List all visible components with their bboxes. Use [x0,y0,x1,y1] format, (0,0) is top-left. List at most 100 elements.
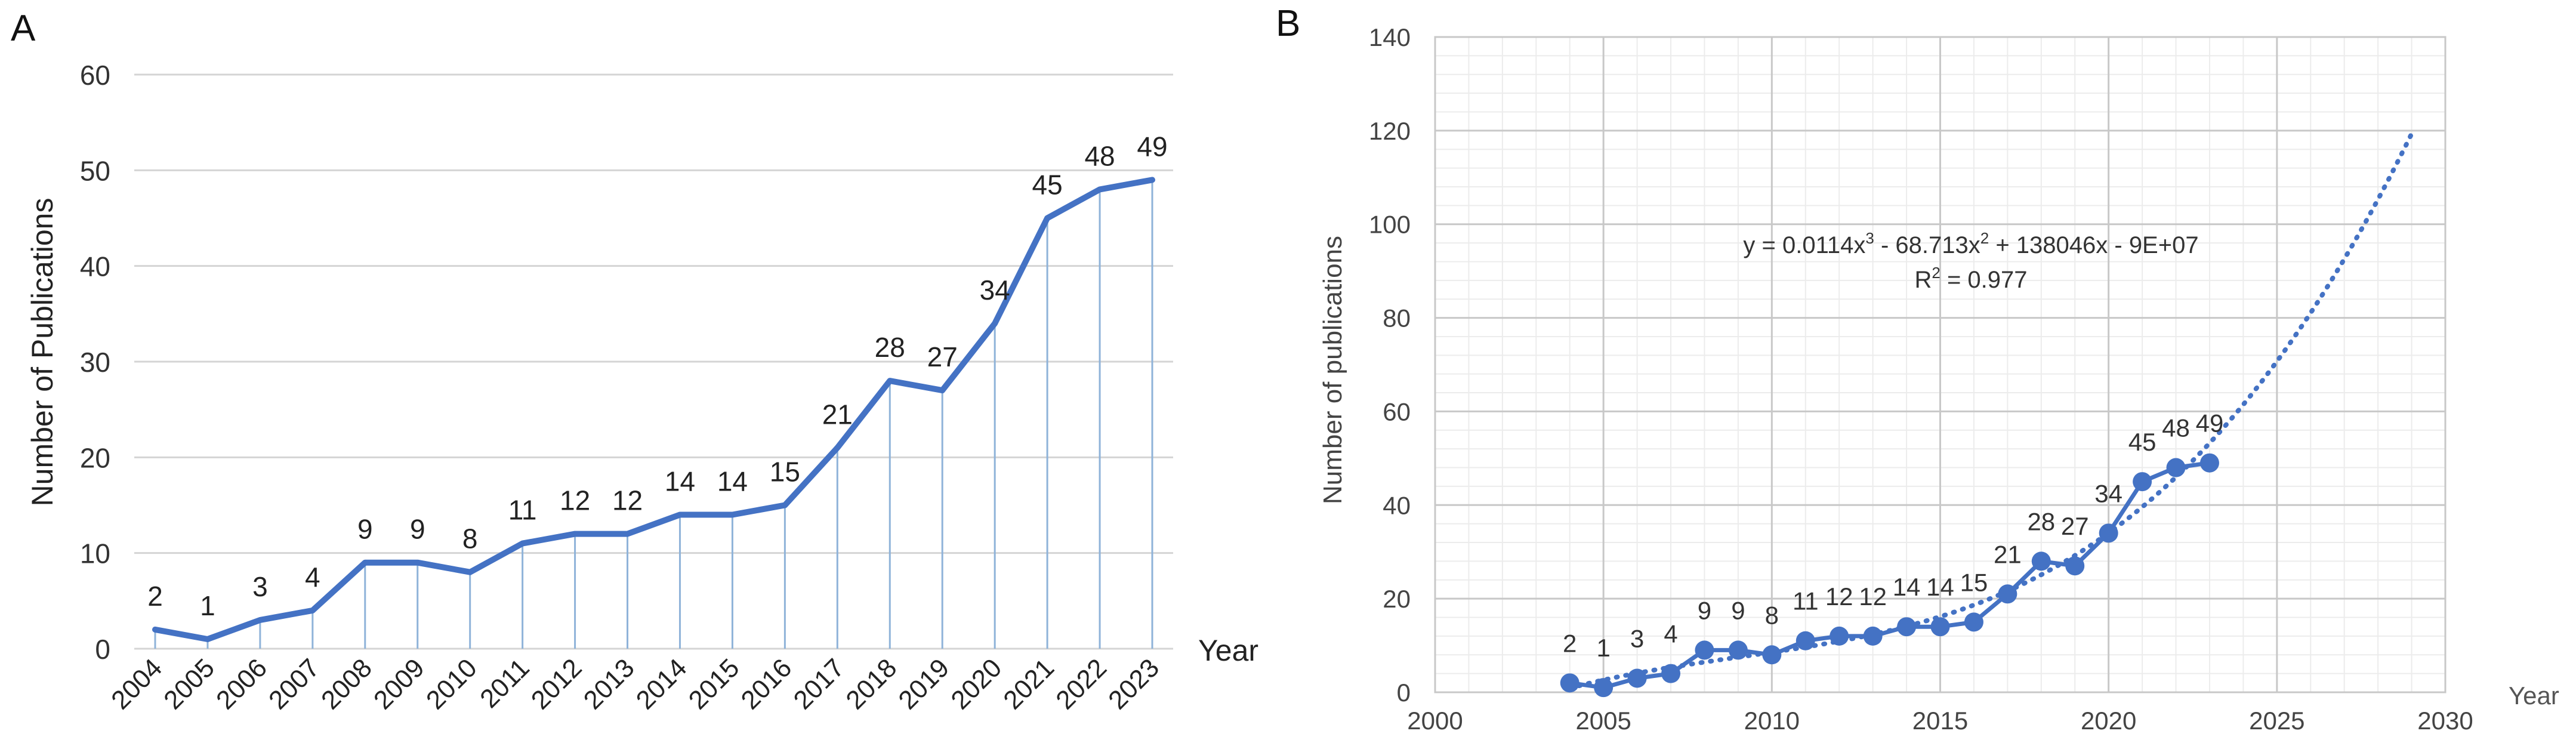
panel-a-data-label: 28 [875,332,905,363]
panel-a-data-label: 4 [305,562,320,593]
panel-b-trendline [1567,131,2414,690]
panel-a-y-tick: 60 [80,60,110,91]
panel-b-data-point [2166,458,2186,477]
eq-part-1: y = 0.0114x [1743,232,1865,258]
panel-b-data-label: 14 [1893,573,1921,601]
panel-b-data-point [1627,668,1647,688]
panel-b-data-label: 9 [1731,596,1745,624]
panel-a-letter: A [11,8,36,49]
panel-b-data-label: 28 [2027,507,2055,535]
panel-a-data-label: 9 [357,514,373,545]
panel-b-data-point [1964,612,1983,632]
panel-b-data-point [1560,673,1579,693]
panel-a-x-tick: 2018 [840,653,902,715]
panel-a-x-tick: 2010 [421,653,483,715]
panel-a-x-tick: 2017 [788,653,850,715]
panel-b-data-label: 12 [1825,582,1853,611]
panel-a-data-label: 12 [612,485,643,516]
panel-b-y-tick: 120 [1369,117,1411,145]
panel-b-data-point [1762,645,1782,665]
panel-a-x-tick: 2023 [1103,653,1165,715]
panel-a-x-tick: 2006 [211,653,273,715]
panel-a-x-tick-labels: 2004200520062007200820092010201120122013… [106,653,1165,715]
panel-b-data-label: 14 [1926,573,1954,601]
panel-b-y-tick: 0 [1397,679,1411,707]
panel-a-y-tick: 0 [95,634,110,665]
panel-b-data-label: 1 [1596,634,1610,662]
panel-b-data-point [1897,617,1917,637]
panel-b-x-tick: 2005 [1575,707,1631,735]
panel-a-data-label: 14 [717,466,748,497]
panel-b-x-tick-labels: 2000 2005 2010 2015 2020 2025 2030 [1407,707,2473,735]
panel-b-data-point [1594,678,1614,698]
panel-a-x-tick: 2009 [368,653,430,715]
r2-value: = 0.977 [1941,267,2028,293]
panel-a-data-label: 11 [508,495,537,526]
panel-b-y-tick: 80 [1383,304,1411,332]
panel-a-data-label: 8 [462,523,478,554]
panel-b-x-axis-title: Year [2509,682,2559,710]
panel-a-x-tick: 2012 [526,653,588,715]
panel-a-x-tick: 2020 [945,653,1007,715]
panel-b-plot-border [1434,36,2447,693]
panel-a-x-tick: 2014 [631,653,693,715]
panel-a-data-label: 12 [560,485,590,516]
panel-b-data-points [1560,453,2219,698]
panel-b-data-point [1830,626,1849,646]
panel-b-y-tick-labels: 0 20 40 60 80 100 120 140 [1369,23,1411,707]
panel-b-y-axis-title: Number of publications [1318,236,1347,504]
panel-a-x-tick: 2019 [893,653,955,715]
panel-b-data-point [1796,631,1815,650]
r2-exp: 2 [1932,264,1940,282]
panel-b-data-label: 34 [2094,479,2122,507]
r2-prefix: R [1914,267,1932,293]
panel-b-data-label: 48 [2162,414,2190,442]
panel-b-x-tick: 2030 [2417,707,2473,735]
panel-a-data-label: 15 [770,457,800,488]
panel-b-data-point [1930,617,1950,637]
panel-b-data-point [1863,626,1883,646]
panel-a-x-tick: 2011 [474,653,535,714]
eq-part-3: + 138046x - 9E+07 [1989,232,2198,258]
panel-b-x-tick: 2010 [1744,707,1800,735]
panel-b-data-point [2065,556,2085,576]
panel-a-data-label: 14 [665,466,695,497]
panel-b-y-tick: 100 [1369,211,1411,239]
panel-b-data-point [1998,584,2017,604]
panel-a-y-tick: 10 [80,538,110,569]
panel-b-data-label: 2 [1563,629,1577,657]
panel-a-y-tick: 40 [80,251,110,282]
panel-b-y-tick: 20 [1383,585,1411,613]
panel-a-x-tick: 2015 [683,653,745,715]
panel-a-x-tick: 2013 [578,653,640,715]
panel-a-data-label: 49 [1137,131,1167,162]
panel-b-data-label: 12 [1859,582,1887,611]
panel-a-x-tick: 2021 [998,653,1060,715]
panel-a-y-axis-title: Number of Publications [26,198,59,507]
panel-b-y-tick: 60 [1383,397,1411,426]
panel-a-y-tick-labels: 0 10 20 30 40 50 60 [80,60,110,665]
panel-b-data-label: 9 [1698,596,1711,624]
panel-b-data-point [2199,453,2219,473]
panel-b-data-point [1695,640,1714,660]
panel-a-y-tick: 20 [80,442,110,473]
panel-b-data-point [1661,664,1681,683]
panel-b-data-label: 27 [2061,512,2089,540]
panel-a-x-tick: 2007 [263,653,325,715]
panel-b-x-tick: 2015 [1912,707,1968,735]
panel-b-data-label: 8 [1765,601,1779,629]
panel-a-data-label: 45 [1032,169,1063,201]
panel-b-data-point [2133,472,2152,492]
panel-b-x-tick: 2025 [2249,707,2304,735]
panel-b-scatter-chart: B 0 20 40 60 80 100 120 140 2000 2005 2010 2015 202… [1276,3,2559,735]
panel-b-data-label: 21 [1994,540,2022,568]
panel-b-data-label: 45 [2128,428,2157,456]
panel-a-x-axis-title: Year [1198,634,1258,667]
eq-exp-1: 3 [1865,229,1874,247]
panel-a-data-label: 27 [927,341,958,372]
panel-b-data-label: 11 [1793,587,1819,615]
panel-a-data-label: 34 [980,275,1010,306]
